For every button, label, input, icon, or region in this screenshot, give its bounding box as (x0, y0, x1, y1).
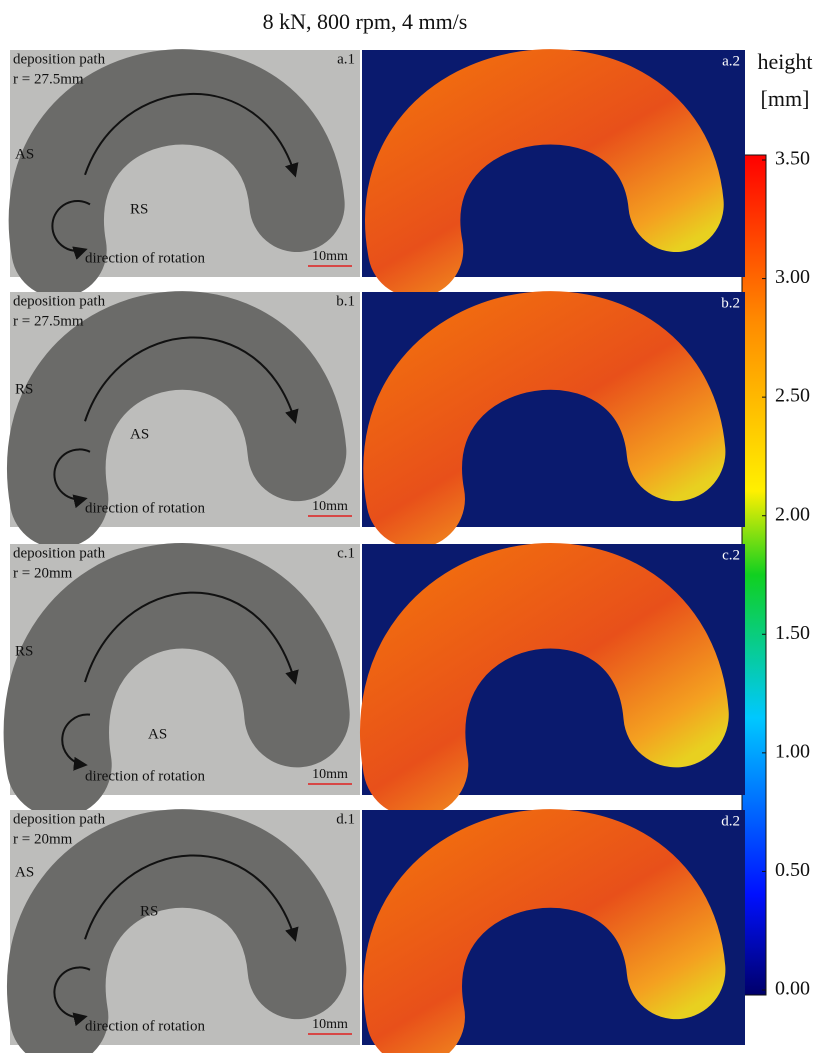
colorbar-tick-label: 0.50 (775, 859, 810, 881)
side-label: RS (130, 201, 148, 217)
colorbar-unit: [mm] (761, 86, 810, 111)
panel-label: c.2 (722, 547, 740, 563)
rotation-label: direction of rotation (85, 500, 205, 516)
colorbar-tick-label: 2.00 (775, 503, 810, 525)
panel-label: b.2 (721, 295, 740, 311)
panel-label: a.2 (722, 53, 740, 69)
colorbar-tick-label: 3.50 (775, 148, 810, 170)
scale-label: 10mm (312, 1017, 348, 1032)
colorbar-tick-label: 1.00 (775, 740, 810, 762)
colorbar-label: height (758, 49, 813, 74)
rotation-label: direction of rotation (85, 1018, 205, 1034)
side-label: AS (148, 726, 167, 742)
path-label: deposition path (13, 811, 106, 827)
colorbar-tick-label: 2.50 (775, 385, 810, 407)
side-label: AS (15, 146, 34, 162)
colorbar (742, 155, 766, 995)
side-label: AS (130, 426, 149, 442)
path-label: deposition path (13, 293, 106, 309)
radius-label: r = 27.5mm (13, 313, 84, 329)
panel-label: d.2 (721, 813, 740, 829)
figure-title: 8 kN, 800 rpm, 4 mm/s (263, 9, 468, 34)
colorbar-tick-label: 3.00 (775, 266, 810, 288)
rotation-label: direction of rotation (85, 768, 205, 784)
rotation-label: direction of rotation (85, 250, 205, 266)
path-label: deposition path (13, 545, 106, 561)
radius-label: r = 20mm (13, 831, 73, 847)
path-label: deposition path (13, 51, 106, 67)
radius-label: r = 27.5mm (13, 71, 84, 87)
side-label: RS (140, 903, 158, 919)
figure: 8 kN, 800 rpm, 4 mm/s height [mm] deposi… (0, 0, 829, 1053)
panel-label: b.1 (336, 293, 355, 309)
colorbar-tick-label: 0.00 (775, 978, 810, 1000)
scale-label: 10mm (312, 249, 348, 264)
side-label: RS (15, 381, 33, 397)
scale-label: 10mm (312, 499, 348, 514)
side-label: RS (15, 643, 33, 659)
colorbar-tick-label: 1.50 (775, 622, 810, 644)
panel-label: c.1 (337, 545, 355, 561)
scale-label: 10mm (312, 767, 348, 782)
side-label: AS (15, 864, 34, 880)
panel-label: a.1 (337, 51, 355, 67)
radius-label: r = 20mm (13, 565, 73, 581)
panel-label: d.1 (336, 811, 355, 827)
